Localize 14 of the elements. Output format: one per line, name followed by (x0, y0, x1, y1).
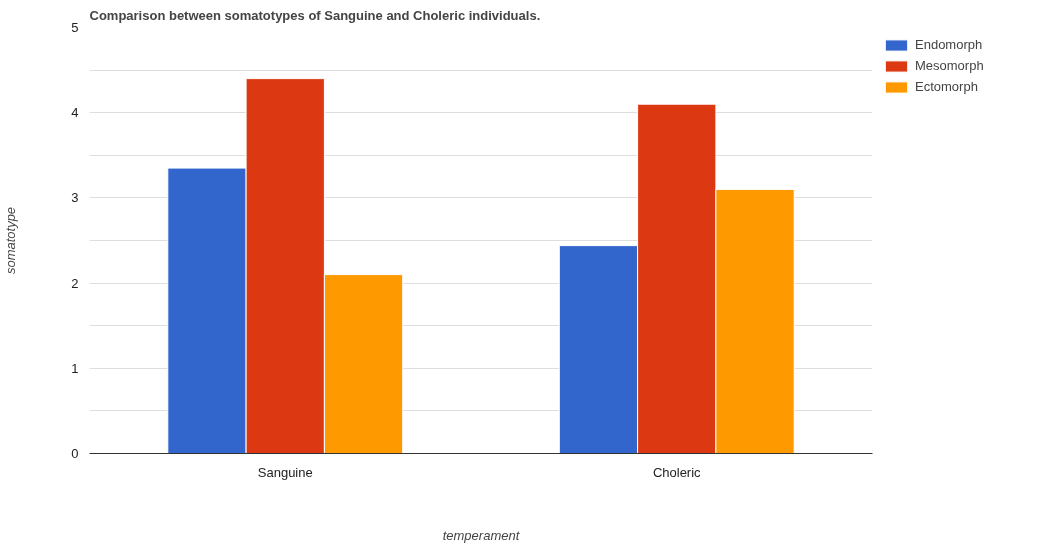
x-tick-label: Choleric (652, 464, 702, 480)
chart-title: Comparison between somatotypes of Sanguine and Choleric individuals. (89, 7, 541, 23)
y-tick-label: 4 (71, 105, 79, 121)
y-tick-label: 2 (71, 275, 79, 291)
legend-label: Mesomorph (915, 58, 984, 73)
y-tick-label: 5 (71, 20, 79, 35)
x-axis-title: temperament (442, 527, 521, 543)
y-tick-label: 1 (71, 360, 79, 376)
x-tick-label: Sanguine (257, 464, 313, 480)
legend-label: Endomorph (915, 37, 983, 52)
y-tick-label: 0 (71, 446, 79, 461)
legend-label: Ectomorph (915, 79, 978, 94)
y-tick-label: 3 (71, 190, 79, 206)
y-axis-title: somatotype (3, 206, 19, 275)
